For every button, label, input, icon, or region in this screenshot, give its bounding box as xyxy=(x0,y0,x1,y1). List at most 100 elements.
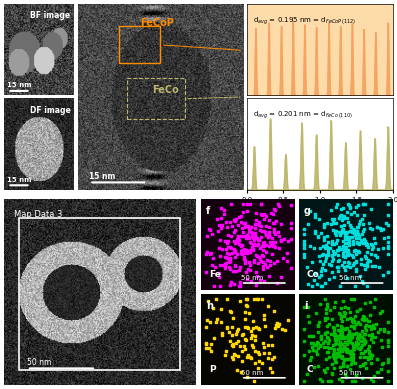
Point xyxy=(247,354,254,360)
Point xyxy=(347,228,353,234)
Point xyxy=(318,334,324,340)
Point xyxy=(339,215,346,221)
Point xyxy=(329,269,335,275)
Point xyxy=(342,356,348,362)
Point xyxy=(364,263,370,269)
Point xyxy=(331,274,337,280)
Point xyxy=(324,335,330,341)
Point xyxy=(217,283,223,289)
Point xyxy=(304,371,310,377)
Point xyxy=(345,336,351,343)
Point xyxy=(213,319,220,325)
Point xyxy=(362,323,368,329)
Point xyxy=(344,236,351,242)
Point xyxy=(363,326,370,333)
Point xyxy=(287,236,294,242)
Point xyxy=(244,208,250,214)
Point xyxy=(349,252,355,258)
Point xyxy=(374,329,381,335)
Point xyxy=(209,231,215,237)
Point xyxy=(233,235,240,242)
Point xyxy=(248,277,254,284)
Point xyxy=(333,337,339,343)
Point xyxy=(355,231,361,237)
Point xyxy=(251,259,258,265)
Point xyxy=(278,237,284,244)
Point xyxy=(217,261,224,268)
Point xyxy=(326,307,333,313)
Point xyxy=(276,321,283,327)
Point xyxy=(216,274,222,280)
Point xyxy=(246,235,252,241)
Point xyxy=(231,262,238,268)
Point xyxy=(321,234,328,240)
Point xyxy=(314,350,320,357)
Point xyxy=(266,229,272,235)
Point xyxy=(223,260,229,266)
Point xyxy=(345,356,351,362)
Point xyxy=(331,346,337,352)
Point xyxy=(316,301,323,307)
Point xyxy=(215,228,221,234)
Point xyxy=(357,333,364,340)
Point xyxy=(328,221,335,227)
Point xyxy=(216,222,223,228)
Point xyxy=(385,245,391,251)
Point xyxy=(373,321,380,327)
Point xyxy=(224,238,231,244)
Point xyxy=(317,343,323,349)
Point xyxy=(205,298,211,305)
Point xyxy=(332,357,338,363)
Point xyxy=(364,283,370,289)
Point xyxy=(358,316,365,322)
Point xyxy=(341,259,347,265)
Point xyxy=(329,252,335,259)
Point xyxy=(358,375,365,381)
Point xyxy=(233,340,239,346)
Point xyxy=(351,248,357,254)
Point xyxy=(368,376,374,382)
Point xyxy=(218,306,224,312)
Point xyxy=(216,270,222,277)
Point xyxy=(251,237,257,243)
Point xyxy=(341,244,347,250)
Point xyxy=(339,242,346,249)
Point xyxy=(385,339,391,345)
Point xyxy=(248,335,254,341)
Point xyxy=(370,322,376,328)
Point xyxy=(353,308,360,315)
Point xyxy=(233,331,240,337)
Point xyxy=(385,377,391,384)
Point xyxy=(204,316,210,322)
Point xyxy=(350,342,357,348)
Point xyxy=(362,255,369,261)
Point xyxy=(237,280,243,287)
Point xyxy=(255,241,262,247)
Point xyxy=(328,238,335,244)
Point xyxy=(231,217,237,223)
Point xyxy=(349,377,355,384)
Point xyxy=(332,359,339,365)
Point xyxy=(284,238,291,244)
Point xyxy=(347,295,354,301)
Point xyxy=(258,201,264,207)
Point xyxy=(262,242,269,248)
Point xyxy=(358,334,365,340)
Point xyxy=(221,210,227,217)
Point xyxy=(308,354,314,360)
Point xyxy=(348,354,355,360)
Bar xyxy=(19,218,180,370)
Point xyxy=(264,264,270,270)
Point xyxy=(265,234,272,240)
Point xyxy=(244,374,250,380)
Point xyxy=(275,323,281,329)
Point xyxy=(263,232,269,238)
Point xyxy=(232,263,239,269)
Point xyxy=(346,242,353,248)
Point xyxy=(203,345,209,352)
Point xyxy=(368,263,375,269)
Point xyxy=(230,356,237,362)
Point xyxy=(216,245,222,252)
Point xyxy=(349,334,356,340)
Point xyxy=(317,342,324,349)
